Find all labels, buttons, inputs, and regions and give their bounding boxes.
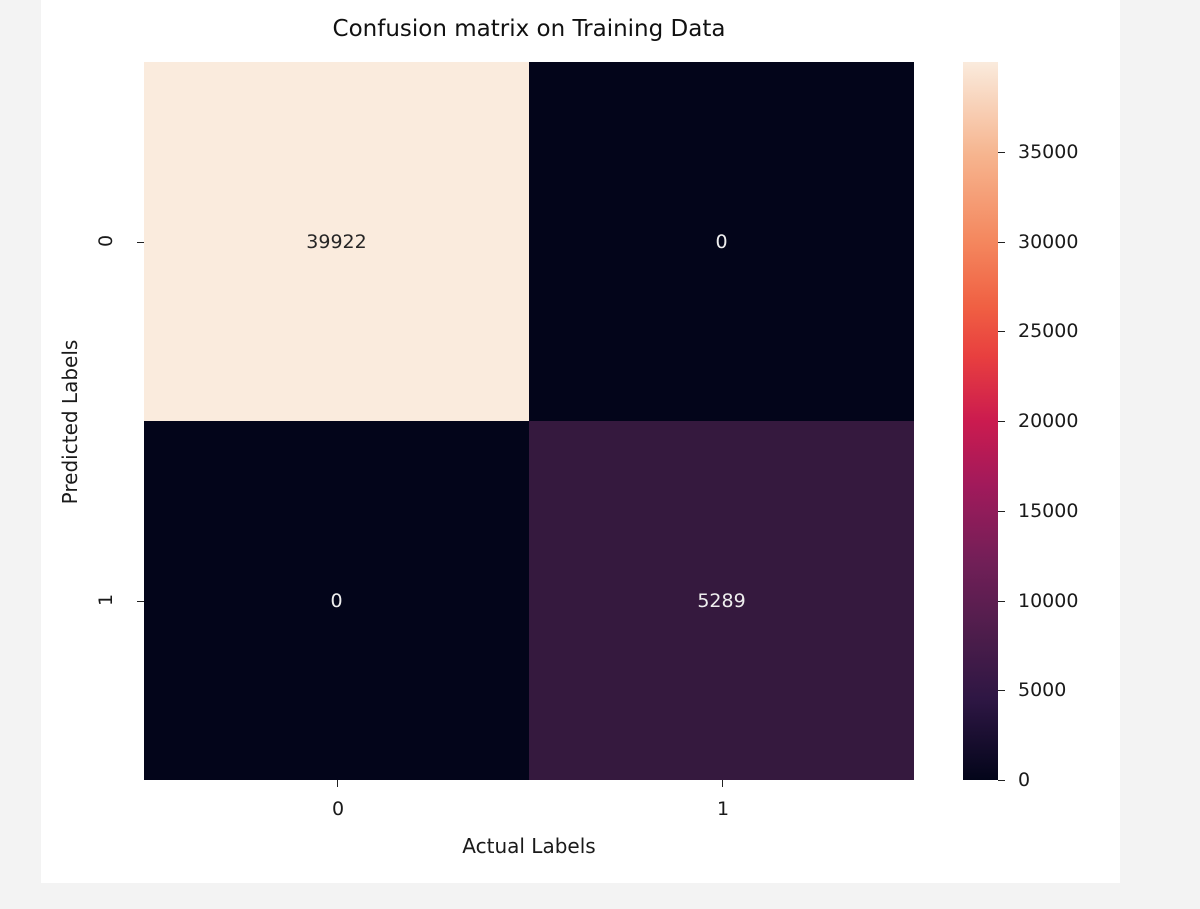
colorbar-tick-label: 0 (1018, 769, 1031, 791)
x-tick-label: 0 (331, 798, 345, 820)
y-axis-label: Predicted Labels (58, 339, 82, 505)
cell-value: 5289 (697, 589, 746, 612)
y-tick-mark (137, 601, 144, 602)
y-tick-label: 0 (95, 234, 118, 248)
cell-value: 0 (330, 589, 343, 612)
x-tick-label: 1 (716, 798, 730, 820)
colorbar-tick-mark (998, 690, 1005, 691)
colorbar-tick-label: 5000 (1018, 679, 1067, 701)
cell-value: 0 (715, 230, 728, 253)
colorbar-tick-mark (998, 780, 1005, 781)
colorbar-tick-mark (998, 331, 1005, 332)
colorbar-tick-mark (998, 511, 1005, 512)
colorbar-tick-label: 10000 (1018, 590, 1079, 612)
cell-0-0: 39922 (144, 62, 529, 421)
colorbar-tick-mark (998, 421, 1005, 422)
colorbar (963, 62, 998, 780)
colorbar-tick-mark (998, 152, 1005, 153)
y-tick-mark (137, 242, 144, 243)
colorbar-tick-mark (998, 601, 1005, 602)
colorbar-tick-label: 35000 (1018, 141, 1079, 163)
x-tick-mark (337, 780, 338, 787)
confusion-matrix-heatmap: 39922 0 0 5289 (144, 62, 914, 780)
cell-0-1: 0 (529, 62, 914, 421)
colorbar-tick-label: 15000 (1018, 500, 1079, 522)
cell-1-1: 5289 (529, 421, 914, 780)
colorbar-tick-label: 25000 (1018, 320, 1079, 342)
cell-1-0: 0 (144, 421, 529, 780)
cell-value: 39922 (306, 230, 367, 253)
colorbar-tick-label: 20000 (1018, 410, 1079, 432)
x-tick-mark (722, 780, 723, 787)
y-tick-label: 1 (95, 593, 118, 607)
colorbar-tick-label: 30000 (1018, 231, 1079, 253)
x-axis-label: Actual Labels (462, 834, 596, 858)
colorbar-tick-mark (998, 242, 1005, 243)
chart-title: Confusion matrix on Training Data (332, 16, 726, 42)
